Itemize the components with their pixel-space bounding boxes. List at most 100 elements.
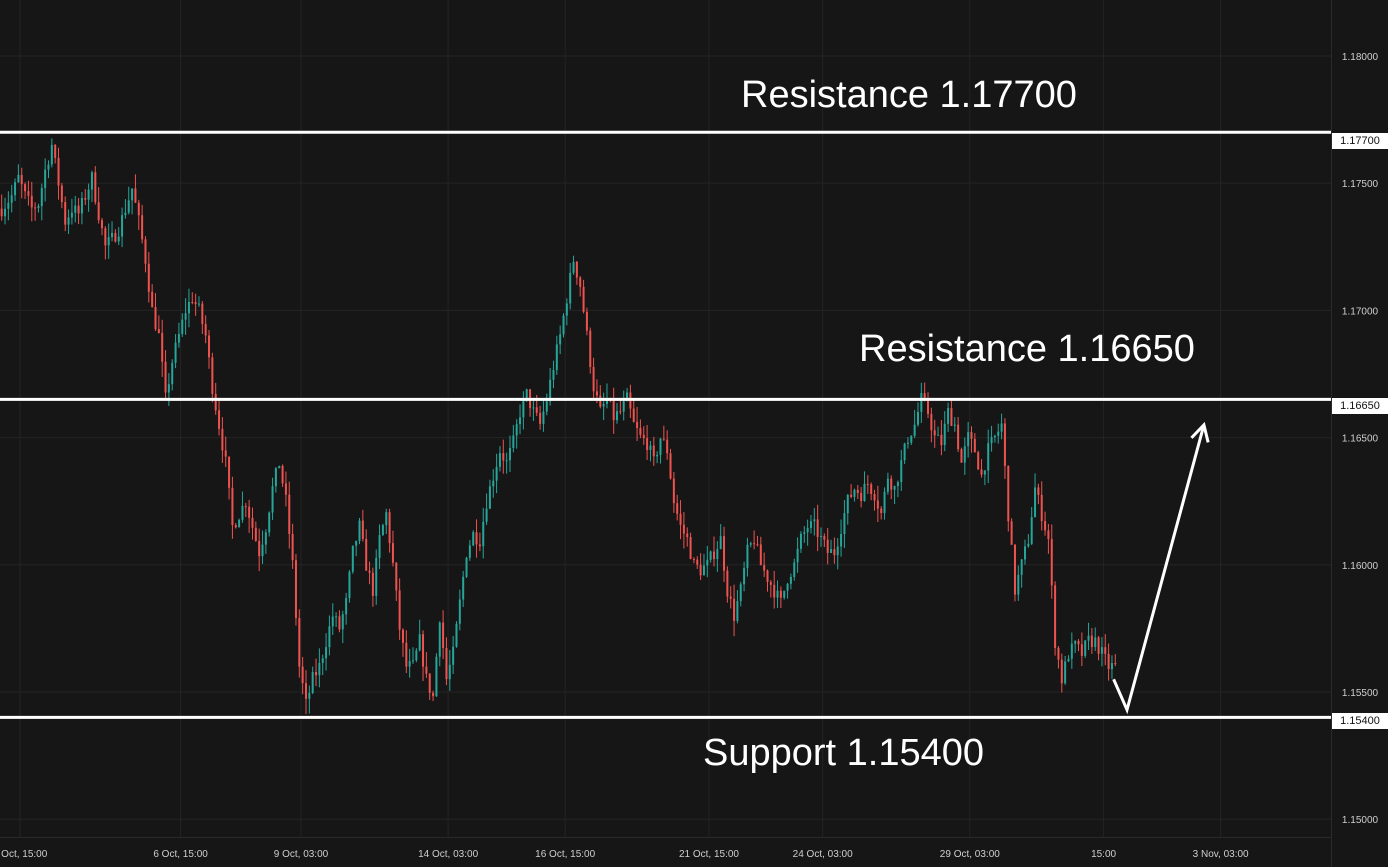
candle-body [64, 202, 67, 225]
price-axis[interactable]: 1.18000 1.17500 1.17000 1.16500 1.16000 1.155… [1342, 52, 1379, 826]
candle-body [682, 524, 685, 534]
candle-body [1067, 658, 1070, 662]
candle-body [468, 545, 471, 558]
candle-body [933, 430, 936, 436]
candle-body [100, 220, 104, 229]
candle-body [1087, 635, 1090, 641]
candle-body [639, 428, 642, 435]
candle-body [278, 465, 281, 469]
candle-body [1077, 641, 1080, 645]
candle-body [184, 313, 187, 320]
candle-body [448, 664, 451, 680]
candle-body [1090, 635, 1093, 648]
candle-body [254, 527, 257, 541]
candle-body [863, 483, 866, 501]
candle-body [415, 650, 418, 661]
time-tick-label: 29 Oct, 03:00 [940, 849, 1000, 860]
time-tick-label: 6 Oct, 15:00 [153, 849, 208, 860]
candle-body [552, 370, 555, 380]
candle-body [830, 549, 833, 553]
candle-body [485, 508, 488, 522]
time-tick-label: 9 Oct, 03:00 [274, 849, 329, 860]
candle-body [913, 424, 916, 436]
candle-body [67, 217, 70, 225]
candle-body [94, 172, 97, 203]
candle-body [746, 544, 749, 569]
candle-body [318, 662, 321, 676]
candle-body [997, 431, 1000, 436]
candle-body [492, 480, 495, 487]
candle-body [502, 453, 505, 461]
candle-body [1057, 647, 1060, 660]
candle-body [177, 333, 180, 343]
candle-body [171, 362, 174, 385]
candle-body [756, 544, 759, 546]
candle-body [455, 623, 458, 647]
candle-body [532, 407, 535, 409]
candle-body [231, 487, 234, 526]
candle-body [539, 412, 542, 424]
candle-body [893, 486, 896, 490]
candle-body [197, 303, 200, 305]
time-axis[interactable]: 1 Oct, 15:00 6 Oct, 15:00 9 Oct, 03:00 14 O… [0, 849, 1249, 860]
candle-body [508, 447, 511, 461]
candle-body [391, 543, 394, 563]
candle-body [258, 540, 261, 557]
candle-body [559, 334, 562, 345]
candle-body [866, 483, 869, 485]
candle-body [549, 379, 552, 402]
candle-body [709, 551, 712, 560]
candle-body [575, 261, 578, 278]
candle-body [288, 494, 291, 534]
candle-body [365, 538, 368, 571]
candle-body [111, 232, 114, 238]
price-tick-label: 1.15500 [1342, 688, 1379, 699]
candle-body [1054, 585, 1057, 648]
candle-body [555, 344, 558, 371]
candle-body [228, 456, 231, 488]
candle-body [699, 564, 702, 576]
candle-body [84, 198, 87, 200]
candle-body [268, 512, 271, 533]
candle-body [191, 301, 194, 303]
candle-body [284, 483, 287, 495]
candle-body [54, 144, 57, 158]
candle-body [716, 549, 719, 560]
candle-body [779, 590, 782, 598]
candle-body [435, 656, 438, 697]
candle-body [850, 494, 853, 497]
candle-body [950, 408, 953, 426]
candle-body [820, 536, 823, 538]
candle-body [465, 557, 468, 577]
candle-body [519, 417, 522, 425]
candle-body [30, 195, 33, 208]
time-tick-label: 14 Oct, 03:00 [418, 849, 478, 860]
candle-body [679, 513, 682, 525]
candle-body [442, 622, 445, 648]
price-tick-label: 1.16500 [1342, 434, 1379, 445]
candle-body [381, 525, 384, 536]
candle-body [659, 438, 662, 455]
candle-body [238, 519, 241, 528]
candle-body [846, 494, 849, 514]
candle-body [224, 450, 227, 457]
candle-body [937, 434, 940, 436]
candle-body [1104, 647, 1107, 654]
candle-body [843, 513, 846, 535]
candle-body [1064, 661, 1067, 684]
candle-body [104, 228, 107, 246]
candle-body [204, 323, 207, 336]
candle-body [121, 215, 124, 237]
candle-body [1027, 543, 1030, 547]
candle-body [361, 520, 364, 539]
candle-body [806, 528, 809, 533]
candle-body [803, 532, 806, 534]
candle-body [458, 599, 461, 624]
levels [0, 130, 1331, 719]
candle-body [870, 484, 873, 495]
candle-body [987, 443, 990, 471]
candle-body [816, 519, 819, 537]
price-tick-label: 1.16000 [1342, 561, 1379, 572]
candle-body [545, 401, 548, 412]
